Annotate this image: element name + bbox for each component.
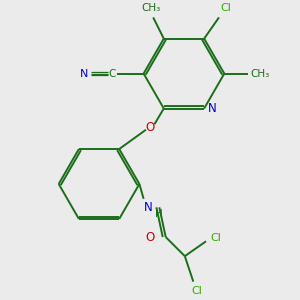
Text: CH₃: CH₃ [251,69,270,79]
Text: Cl: Cl [221,3,232,13]
Text: C: C [108,69,116,79]
Text: O: O [146,121,155,134]
Text: H: H [155,209,163,219]
Text: N: N [80,69,88,79]
Text: Cl: Cl [191,286,202,296]
Text: O: O [145,230,154,244]
Text: Cl: Cl [210,233,221,243]
Text: N: N [207,102,216,115]
Text: CH₃: CH₃ [141,3,161,13]
Text: N: N [143,201,152,214]
